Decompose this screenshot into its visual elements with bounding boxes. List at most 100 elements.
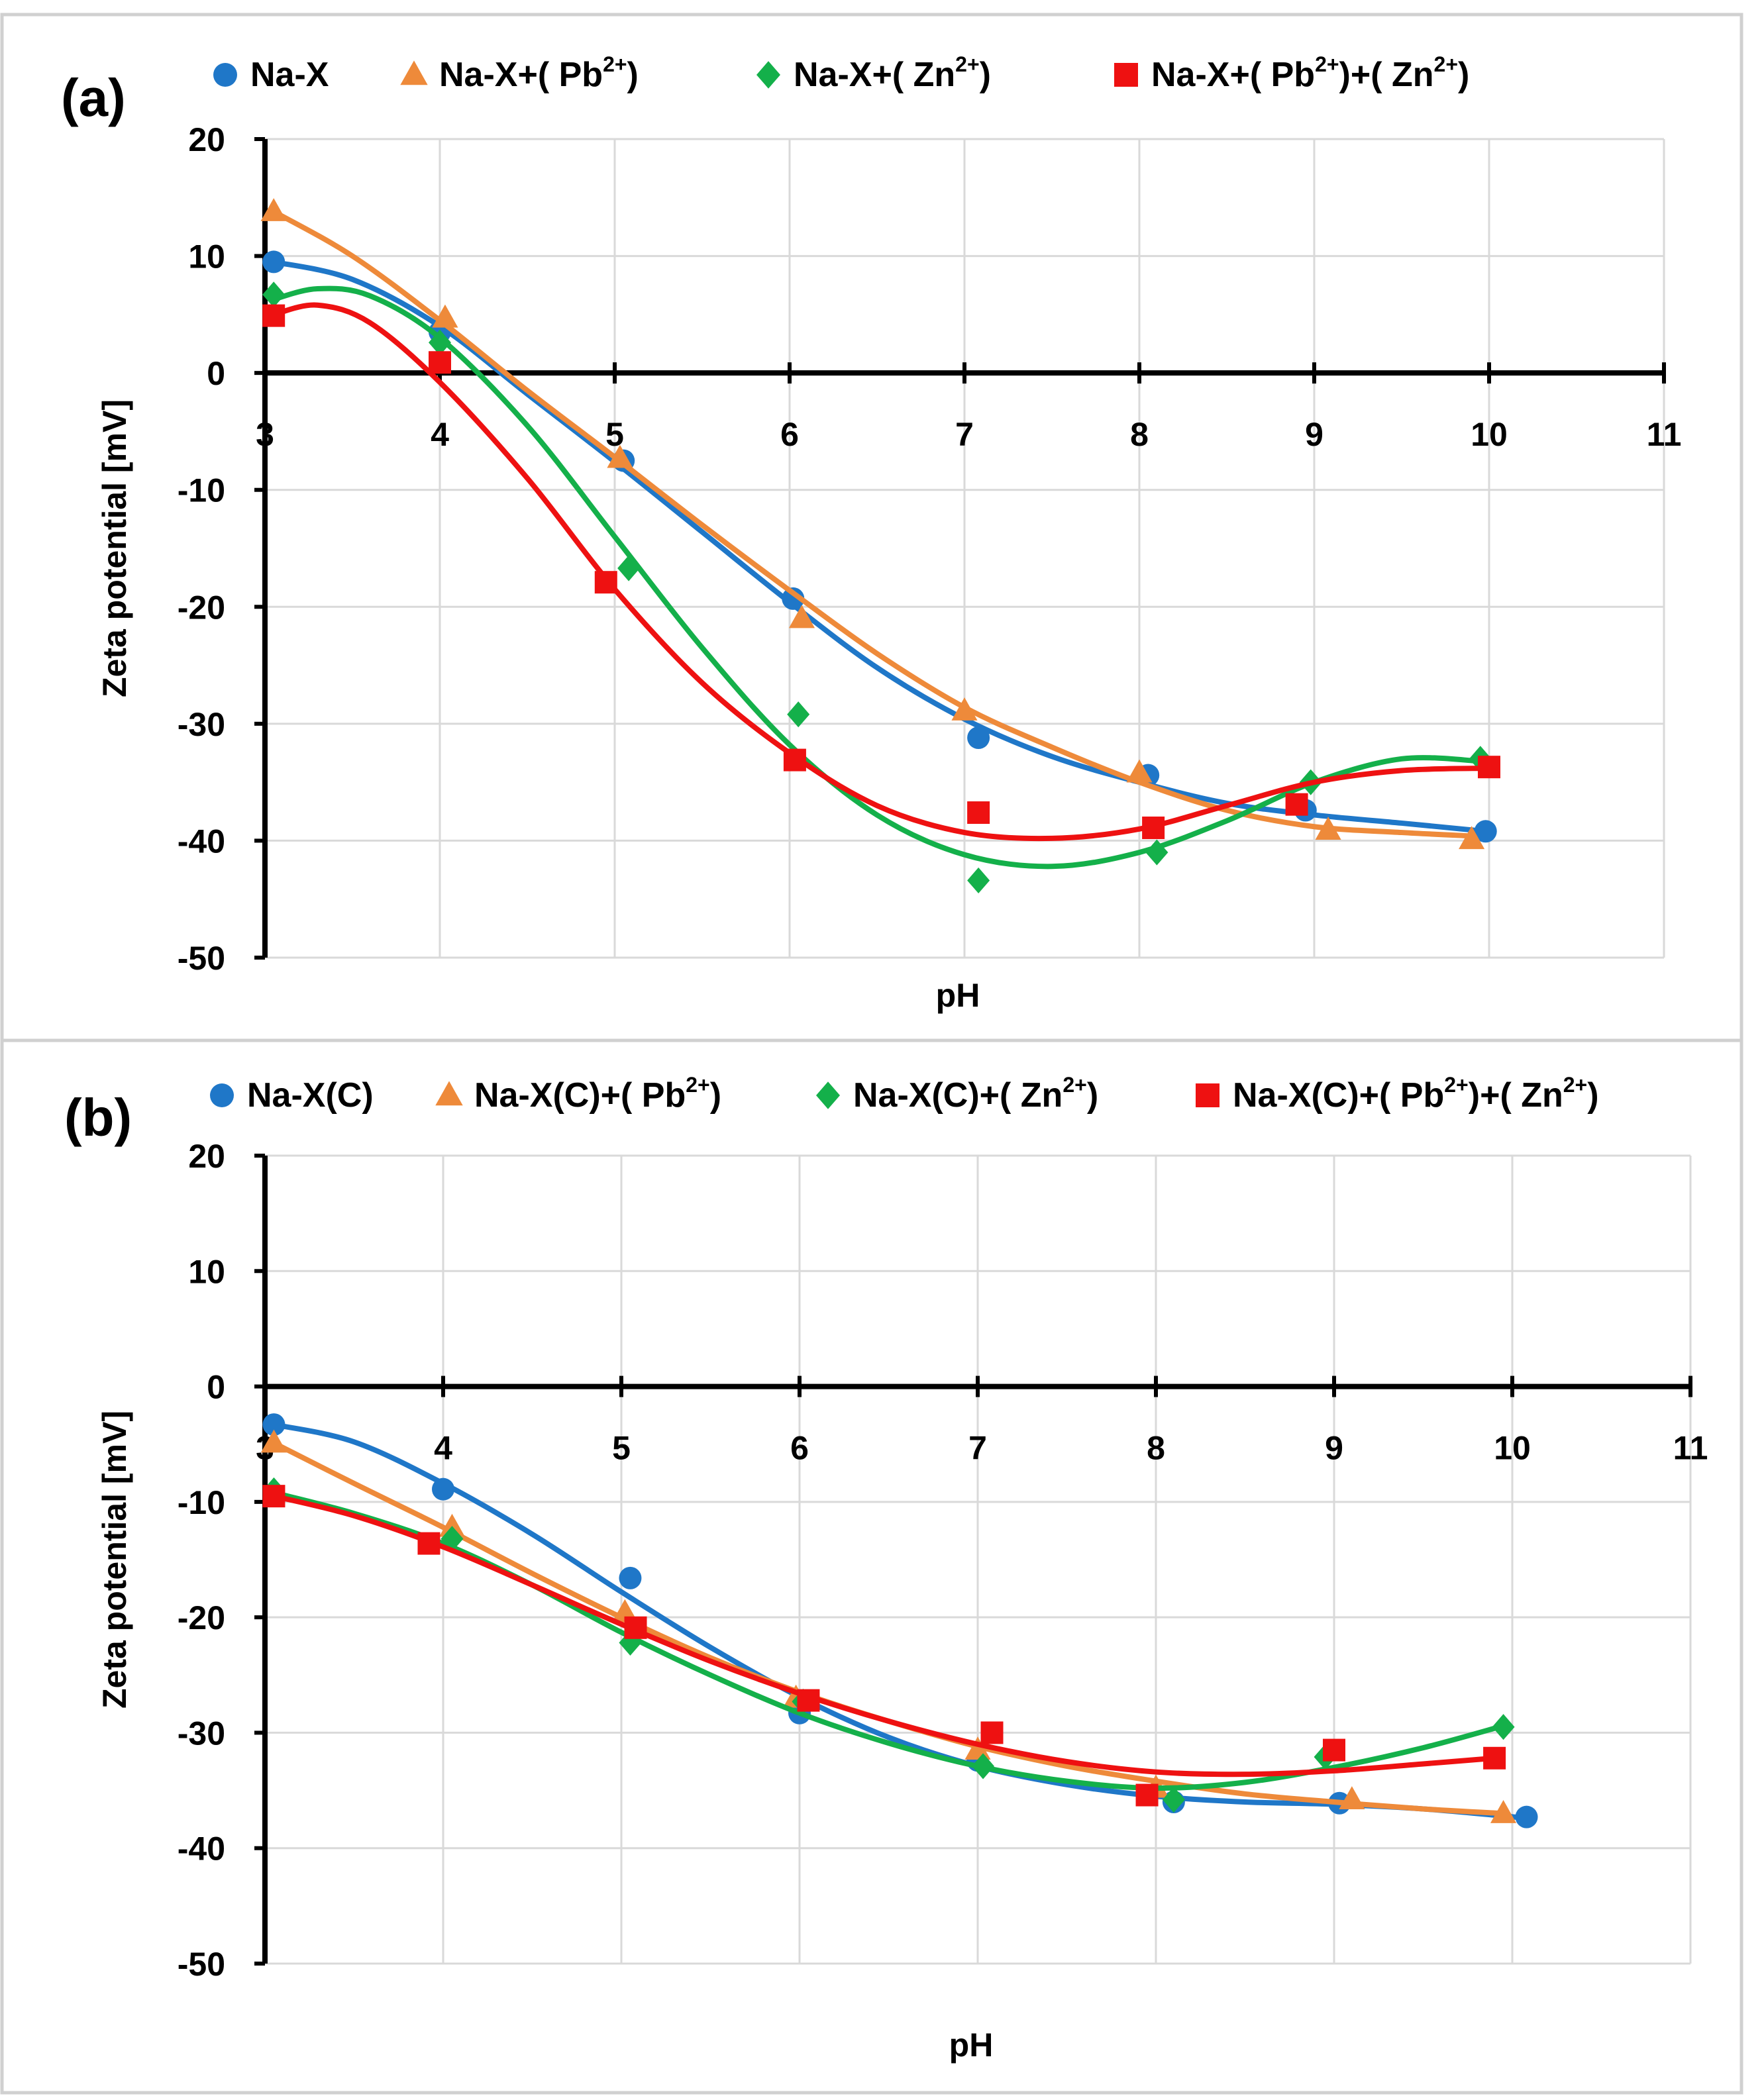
data-point	[787, 701, 810, 728]
data-point	[432, 1477, 454, 1501]
series-triangle	[260, 198, 1485, 850]
legend-entry: Na-X(C)+( Pb2+)+( Zn2+)	[1233, 1073, 1599, 1115]
legend-entry: Na-X(C)	[247, 1076, 374, 1115]
panel-label: (b)	[64, 1088, 132, 1147]
x-tick-label: 4	[434, 1430, 452, 1467]
data-point	[1162, 1786, 1185, 1813]
data-point	[797, 1689, 820, 1712]
x-tick-label: 10	[1494, 1430, 1531, 1467]
legend-entry: Na-X+( Zn2+)	[794, 52, 991, 94]
data-point	[1315, 817, 1341, 840]
y-tick-label: -40	[178, 1830, 225, 1868]
legend-entry: Na-X(C)+( Pb2+)	[474, 1073, 721, 1115]
data-point	[1490, 1800, 1517, 1823]
legend-marker	[213, 63, 237, 87]
data-point	[262, 304, 285, 327]
y-tick-label: -10	[178, 1484, 225, 1521]
x-tick-label: 11	[1647, 416, 1682, 453]
y-tick-label: 20	[188, 121, 225, 158]
data-point	[967, 867, 990, 894]
x-axis-title: pH	[949, 2026, 994, 2064]
data-point	[441, 1526, 464, 1552]
y-tick-label: 10	[188, 238, 225, 275]
y-tick-label: 0	[207, 355, 225, 392]
y-tick-label: -20	[178, 1599, 225, 1636]
data-point	[260, 1429, 287, 1453]
legend-marker	[1196, 1083, 1219, 1107]
data-point	[1492, 1714, 1515, 1740]
legend-entry: Na-X+( Pb2+)	[439, 52, 639, 94]
data-point	[1474, 820, 1497, 843]
data-point	[417, 1532, 441, 1555]
y-tick-label: 20	[188, 1138, 225, 1175]
data-point	[1135, 1783, 1159, 1807]
x-tick-label: 5	[612, 1430, 631, 1467]
data-point	[429, 329, 451, 356]
panel-a-frame	[0, 13, 1743, 1042]
legend-entry: Na-X+( Pb2+)+( Zn2+)	[1151, 52, 1469, 94]
y-tick-label: -30	[178, 706, 225, 743]
data-point	[1459, 826, 1485, 850]
data-point	[788, 605, 815, 628]
x-tick-label: 10	[1471, 416, 1508, 453]
data-point	[439, 1513, 465, 1537]
data-point	[972, 1753, 995, 1779]
legend-entry: Na-X(C)+( Zn2+)	[853, 1073, 1098, 1115]
y-tick-label: 10	[188, 1253, 225, 1290]
series-square	[262, 302, 1500, 842]
legend-entry: Na-X	[250, 56, 329, 94]
x-tick-label: 9	[1305, 416, 1323, 453]
legend: Na-X Na-X+( Pb2+) Na-X+( Zn2+) Na-X+( Pb2+)…	[213, 52, 1469, 94]
data-point	[1483, 1746, 1506, 1770]
data-point	[1339, 1786, 1365, 1809]
data-point	[1515, 1805, 1538, 1828]
x-tick-label: 11	[1673, 1430, 1708, 1467]
x-tick-label: 7	[955, 416, 974, 453]
y-tick-label: -50	[178, 940, 225, 977]
panel-b-frame	[0, 1038, 1743, 2095]
data-point	[607, 444, 633, 468]
legend-marker	[210, 1083, 234, 1107]
legend-marker	[816, 1081, 840, 1109]
data-point	[617, 555, 641, 581]
legend: Na-X(C) Na-X(C)+( Pb2+) Na-X(C)+( Zn2+) Na-…	[210, 1073, 1599, 1115]
x-tick-label: 6	[780, 416, 799, 453]
trend-line	[271, 209, 1475, 839]
data-point	[262, 281, 285, 308]
y-tick-label: -50	[178, 1946, 225, 1983]
x-tick-label: 7	[968, 1430, 987, 1467]
gridlines	[264, 1154, 1692, 1965]
data-point	[967, 726, 990, 750]
data-point	[619, 1566, 642, 1589]
x-tick-label: 4	[431, 416, 449, 453]
trend-line	[271, 1493, 1498, 1777]
data-point	[262, 250, 285, 274]
trend-line	[271, 1422, 1530, 1821]
data-point	[783, 748, 806, 772]
y-axis-title: Zeta potential [mV]	[96, 399, 133, 697]
x-tick-label: 6	[790, 1430, 809, 1467]
x-tick-label: 8	[1130, 416, 1149, 453]
y-axis-title: Zeta potential [mV]	[96, 1411, 133, 1709]
data-point	[980, 1721, 1004, 1744]
data-point	[964, 1736, 991, 1760]
data-point	[1478, 756, 1500, 779]
data-point	[429, 351, 451, 374]
x-tick-label: 8	[1147, 1430, 1165, 1467]
x-tick-label: 9	[1325, 1430, 1343, 1467]
panel-label: (a)	[61, 68, 126, 127]
data-point	[594, 571, 617, 594]
trend-line	[271, 259, 1488, 834]
data-point	[782, 587, 805, 610]
y-tick-label: 0	[207, 1369, 225, 1406]
gridlines	[264, 138, 1665, 959]
data-point	[1145, 839, 1168, 866]
y-tick-label: -20	[178, 589, 225, 626]
data-point	[1323, 1738, 1345, 1762]
y-tick-label: -30	[178, 1715, 225, 1752]
x-tick-label: 3	[256, 416, 274, 453]
trend-line	[271, 302, 1492, 842]
data-point	[260, 198, 287, 221]
legend-marker	[1114, 63, 1138, 87]
